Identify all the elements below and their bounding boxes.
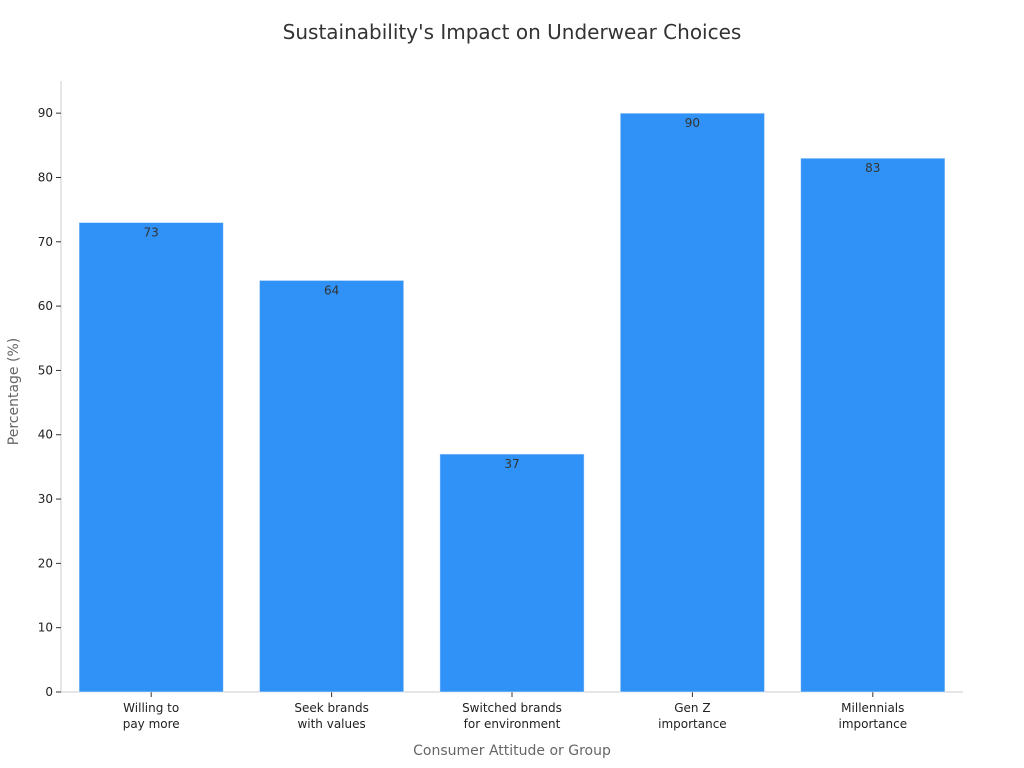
bar-value-label: 64 — [324, 283, 339, 297]
x-axis: Willing to pay more Seek brands with values… — [61, 691, 963, 731]
x-tick-label: Willing to — [123, 701, 179, 715]
bar — [258, 279, 405, 693]
x-tick-label: for environment — [464, 717, 561, 731]
x-tick-label: Switched brands — [462, 701, 562, 715]
bar-value-label: 83 — [865, 161, 880, 175]
y-tick-label: 50 — [38, 363, 53, 377]
y-tick-label: 10 — [38, 621, 53, 635]
bar-value-label: 37 — [504, 457, 519, 471]
y-tick-label: 30 — [38, 492, 53, 506]
y-tick-label: 70 — [38, 235, 53, 249]
y-tick-label: 20 — [38, 556, 53, 570]
bar — [619, 112, 766, 693]
y-tick-label: 90 — [38, 106, 53, 120]
bar — [78, 221, 224, 693]
x-axis-title: Consumer Attitude or Group — [413, 743, 611, 759]
x-tick-label: Gen Z — [674, 701, 710, 715]
bar-value-label: 90 — [685, 116, 700, 130]
bar — [439, 453, 585, 693]
y-tick-label: 40 — [38, 428, 53, 442]
x-tick-label: importance — [839, 717, 908, 731]
y-axis-title: Percentage (%) — [6, 338, 22, 445]
y-axis: 0 10 20 30 40 50 60 70 80 90 — [38, 81, 62, 699]
chart-title: Sustainability's Impact on Underwear Cho… — [282, 20, 742, 44]
y-tick-label: 0 — [45, 685, 53, 699]
x-tick-label: Seek brands — [294, 701, 369, 715]
y-tick-label: 60 — [38, 299, 53, 313]
bar-value-label: 73 — [144, 225, 159, 239]
bars-group: 73 64 37 90 83 — [78, 112, 946, 693]
x-tick-label: importance — [658, 717, 727, 731]
x-tick-label: Millennials — [841, 701, 904, 715]
y-tick-label: 80 — [38, 170, 53, 184]
x-tick-label: with values — [297, 717, 365, 731]
bar — [800, 157, 946, 693]
x-tick-label: pay more — [123, 717, 180, 731]
